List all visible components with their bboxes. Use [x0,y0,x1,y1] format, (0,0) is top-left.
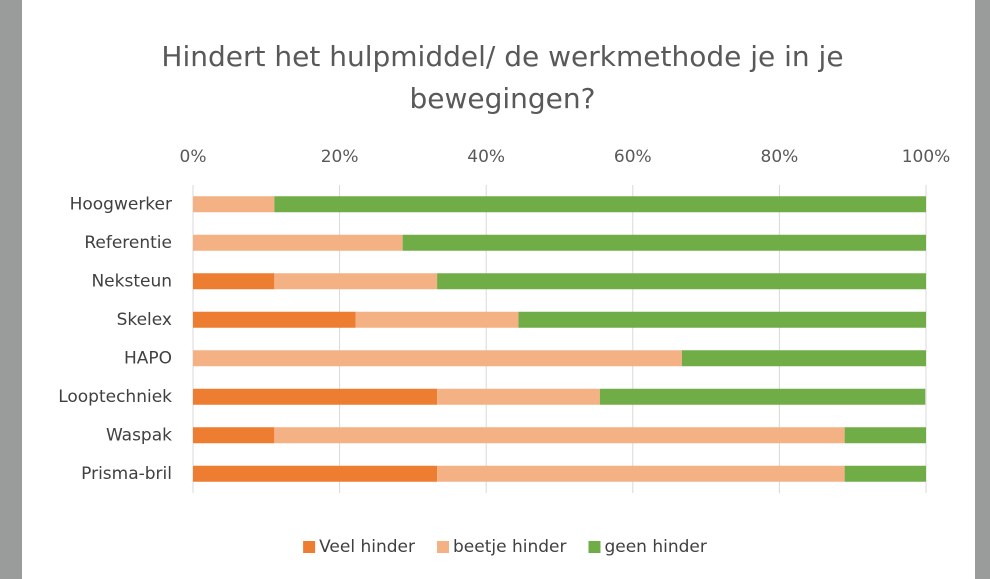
bar-segment [193,427,275,444]
x-tick-label: 60% [614,147,652,167]
y-tick-label: Neksteun [91,271,172,291]
y-tick-label: HAPO [124,348,172,368]
bar-segment [274,427,845,444]
legend-label: Veel hinder [319,537,415,557]
y-tick-label: Looptechniek [58,387,172,407]
bar-segment [518,311,926,328]
bar-segment [402,234,926,251]
x-tick-label: 40% [467,147,505,167]
legend-label: geen hinder [604,537,706,557]
bar-segment [437,465,845,482]
legend-label: beetje hinder [453,537,566,557]
legend-swatch [588,541,601,553]
bar-segment [844,465,926,482]
bar-segment [274,273,438,290]
x-tick-label: 80% [761,147,799,167]
bar-segment [193,350,682,367]
y-tick-label: Hoogwerker [70,194,172,214]
chart-panel [22,0,975,579]
x-tick-label: 20% [321,147,359,167]
bar-segment [437,388,600,405]
y-tick-label: Prisma-bril [81,464,172,484]
bar-segment [193,388,438,405]
legend-swatch [303,541,316,553]
bar-segment [193,465,438,482]
bar-segment [193,273,275,290]
x-tick-label: 0% [180,147,207,167]
x-tick-label: 100% [902,147,951,167]
bar-segment [437,273,926,290]
y-tick-label: Waspak [106,425,172,445]
y-tick-label: Skelex [117,310,172,330]
legend-swatch [436,541,449,553]
bar-segment [844,427,926,444]
chart-title: Hindert het hulpmiddel/ de werkmethode j… [161,40,844,115]
bar-segment [193,234,403,251]
bar-segment [193,196,275,213]
bar-segment [681,350,926,367]
bar-segment [355,311,519,328]
y-tick-label: Referentie [84,233,172,253]
bar-segment [599,388,926,405]
bar-segment [274,196,926,213]
bar-segment [193,311,356,328]
